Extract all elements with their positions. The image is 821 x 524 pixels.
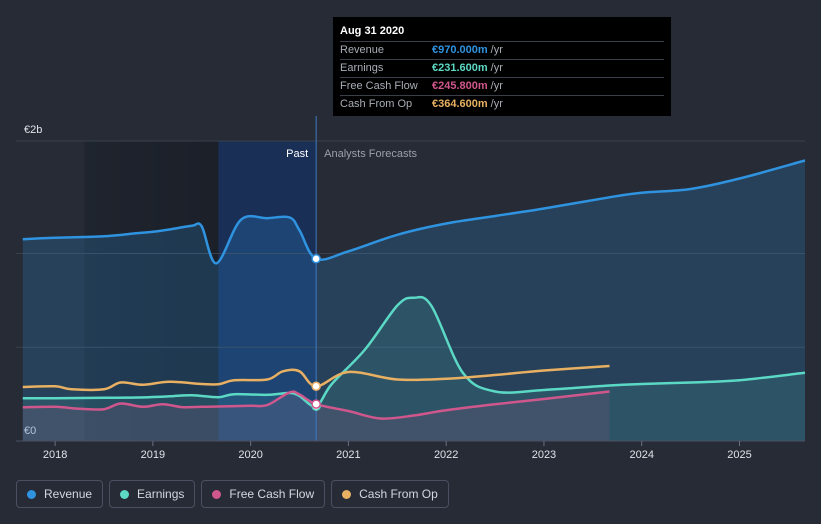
tooltip-unit: /yr xyxy=(490,80,503,92)
legend-item-revenue[interactable]: Revenue xyxy=(16,480,104,508)
legend-item-cash-from-op[interactable]: Cash From Op xyxy=(331,480,449,508)
legend-label: Earnings xyxy=(137,487,185,501)
tooltip-unit: /yr xyxy=(490,98,503,110)
tooltip-row-revenue: Revenue €970.000m /yr xyxy=(340,42,664,60)
forecast-label: Analysts Forecasts xyxy=(324,148,417,160)
legend-dot-icon xyxy=(27,489,36,499)
tooltip-row-free-cash-flow: Free Cash Flow €245.800m /yr xyxy=(340,78,664,96)
tooltip-unit: /yr xyxy=(490,44,503,56)
x-tick-label: 2022 xyxy=(434,449,458,461)
x-tick-label: 2025 xyxy=(727,449,751,461)
x-tick-label: 2021 xyxy=(336,449,360,461)
x-tick-label: 2024 xyxy=(629,449,653,461)
past-region-shade xyxy=(84,141,219,441)
tooltip-label: Earnings xyxy=(340,62,384,74)
x-tick-label: 2023 xyxy=(532,449,556,461)
y-tick-label: €0 xyxy=(24,425,36,437)
tooltip-label: Cash From Op xyxy=(340,98,413,110)
hover-point-revenue xyxy=(311,254,321,264)
tooltip-value: €970.000m xyxy=(432,44,488,56)
past-highlight-region xyxy=(218,141,317,441)
x-tick-label: 2019 xyxy=(141,449,165,461)
tooltip-row-earnings: Earnings €231.600m /yr xyxy=(340,60,664,78)
series-line-free-cash-flow xyxy=(22,390,610,420)
legend-item-free-cash-flow[interactable]: Free Cash Flow xyxy=(201,480,326,508)
series-line-revenue xyxy=(22,159,806,265)
x-tick-label: 2020 xyxy=(238,449,262,461)
legend-item-earnings[interactable]: Earnings xyxy=(109,480,196,508)
legend-label: Cash From Op xyxy=(359,487,438,501)
area-earnings xyxy=(22,297,806,441)
tooltip-value: €364.600m xyxy=(432,98,488,110)
chart-area: €2b €0 Past Analysts Forecasts 2018 2019 2020 2… xyxy=(16,116,806,461)
tooltip-unit: /yr xyxy=(490,62,503,74)
tooltip-value: €231.600m xyxy=(432,62,488,74)
series-line-cash-from-op xyxy=(22,364,610,392)
hover-point-cash-from-op xyxy=(311,381,321,391)
legend-dot-icon xyxy=(342,489,352,499)
legend-label: Revenue xyxy=(44,487,93,501)
tooltip-value: €245.800m xyxy=(432,80,488,92)
legend-dot-icon xyxy=(120,489,130,499)
tooltip-row-cash-from-op: Cash From Op €364.600m /yr xyxy=(340,96,664,113)
tooltip-label: Free Cash Flow xyxy=(340,80,418,92)
y-tick-label: €2b xyxy=(24,124,42,136)
past-label: Past xyxy=(286,148,308,160)
x-tick-label: 2018 xyxy=(43,449,67,461)
legend-label: Free Cash Flow xyxy=(229,487,315,501)
hover-tooltip: Aug 31 2020 Revenue €970.000m /yr Earnin… xyxy=(333,17,671,116)
legend: Revenue Earnings Free Cash Flow Cash Fro… xyxy=(16,480,455,508)
series-line-earnings xyxy=(22,295,806,408)
tooltip-date: Aug 31 2020 xyxy=(340,22,664,42)
hover-point-free-cash-flow xyxy=(311,399,321,409)
tooltip-label: Revenue xyxy=(340,44,385,56)
legend-dot-icon xyxy=(212,489,222,499)
area-revenue xyxy=(22,160,806,441)
